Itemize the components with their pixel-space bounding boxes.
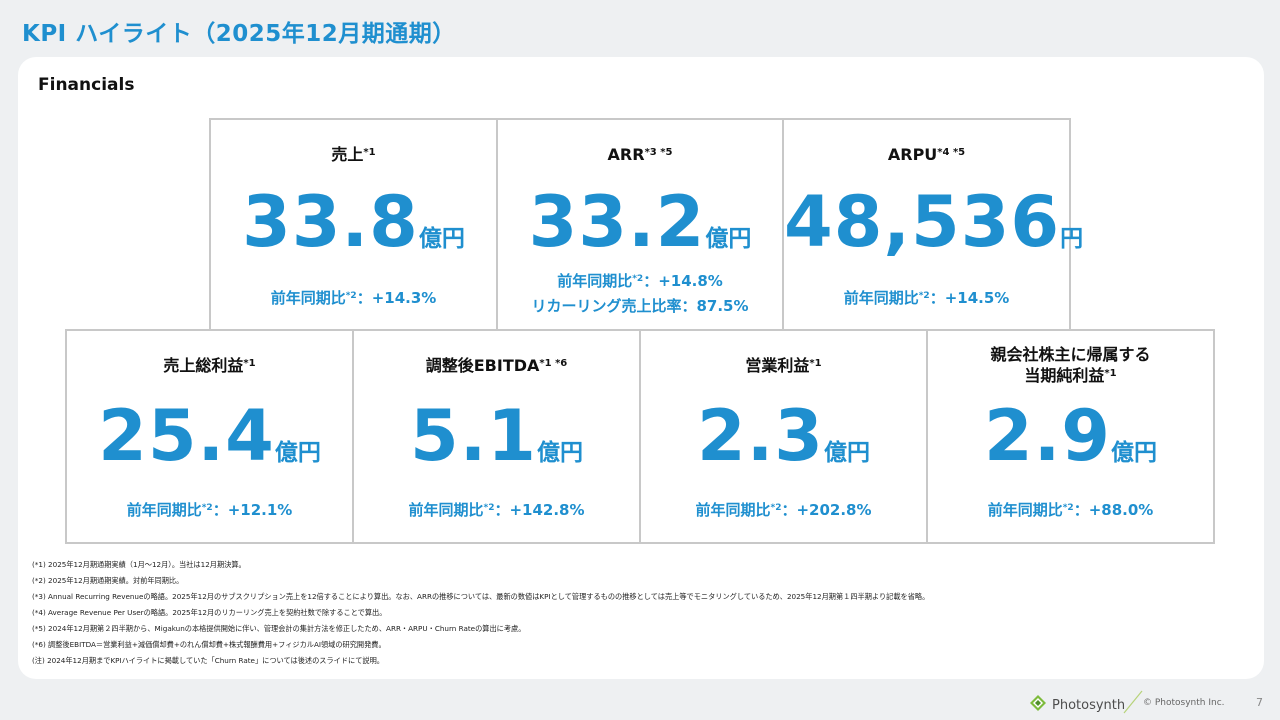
photosynth-logo-icon [1030,695,1046,715]
footnotes: (*1) 2025年12月期通期実績（1月～12月）。当社は12月期決算。 (*… [32,557,1232,669]
kpi-title: 親会社株主に帰属する 当期純利益*1 [990,345,1151,385]
kpi-value: 5.1億円 [409,395,583,477]
kpi-card-operating-profit: 営業利益*1 2.3億円 前年同期比*2：+202.8% [639,329,928,544]
kpi-card-sales: 売上*1 33.8億円 前年同期比*2：+14.3% [209,118,498,331]
kpi-title: ARPU*4 *5 [887,145,966,164]
footnote: (*3) Annual Recurring Revenueの略語。2025年12… [32,592,930,601]
kpi-value: 33.8億円 [242,181,465,263]
kpi-yoy: 前年同期比*2：+88.0% [987,501,1154,519]
kpi-value: 25.4億円 [98,395,321,477]
footnote: (注) 2024年12月期までKPIハイライトに掲載していた「Churn Rat… [32,656,384,665]
kpi-card-adjusted-ebitda: 調整後EBITDA*1 *6 5.1億円 前年同期比*2：+142.8% [352,329,641,544]
kpi-value: 33.2億円 [528,181,752,263]
kpi-card-net-income: 親会社株主に帰属する 当期純利益*1 2.9億円 前年同期比*2：+88.0% [926,329,1215,544]
kpi-title: 営業利益*1 [745,356,822,375]
kpi-value: 48,536円 [784,181,1084,263]
section-label: Financials [38,75,135,95]
footnote: (*1) 2025年12月期通期実績（1月～12月）。当社は12月期決算。 [32,560,246,569]
kpi-yoy: 前年同期比*2：+14.3% [270,289,437,307]
kpi-value: 2.9億円 [983,395,1157,477]
footnote: (*2) 2025年12月期通期実績。対前年同期比。 [32,576,184,585]
copyright: © Photosynth Inc. [1143,698,1225,708]
brand-name: Photosynth [1052,697,1126,713]
kpi-title: 調整後EBITDA*1 *6 [425,356,568,375]
kpi-yoy: 前年同期比*2：+202.8% [695,501,872,519]
kpi-yoy: 前年同期比*2：+14.5% [843,289,1010,307]
footnote: (*4) Average Revenue Per Userの略語。2025年12… [32,608,387,617]
footer-brand: Photosynth [1030,695,1125,715]
kpi-yoy: 前年同期比*2：+12.1% [126,501,293,519]
kpi-card-arr: ARR*3 *5 33.2億円 前年同期比*2：+14.8% リカーリング売上比… [496,118,784,331]
footnote: (*6) 調整後EBITDA＝営業利益+減価償却費+のれん償却費+株式報酬費用+… [32,640,386,649]
kpi-value: 2.3億円 [696,395,870,477]
footnote: (*5) 2024年12月期第２四半期から、Migakunの本格提供開始に伴い、… [32,624,526,633]
kpi-title: 売上*1 [331,145,376,164]
kpi-card-gross-profit: 売上総利益*1 25.4億円 前年同期比*2：+12.1% [65,329,354,544]
kpi-title: 売上総利益*1 [163,356,256,375]
page-title: KPI ハイライト（2025年12月期通期） [22,21,456,47]
page-number: 7 [1256,696,1263,709]
financials-panel: Financials 売上*1 33.8億円 前年同期比*2：+14.3% AR… [18,57,1264,679]
footer-divider [1123,690,1143,714]
kpi-title: ARR*3 *5 [607,145,673,164]
kpi-yoy: 前年同期比*2：+14.8% [557,272,723,290]
kpi-yoy: 前年同期比*2：+142.8% [408,501,585,519]
kpi-recurring-ratio: リカーリング売上比率：87.5% [531,297,749,315]
kpi-card-arpu: ARPU*4 *5 48,536円 前年同期比*2：+14.5% [782,118,1084,331]
